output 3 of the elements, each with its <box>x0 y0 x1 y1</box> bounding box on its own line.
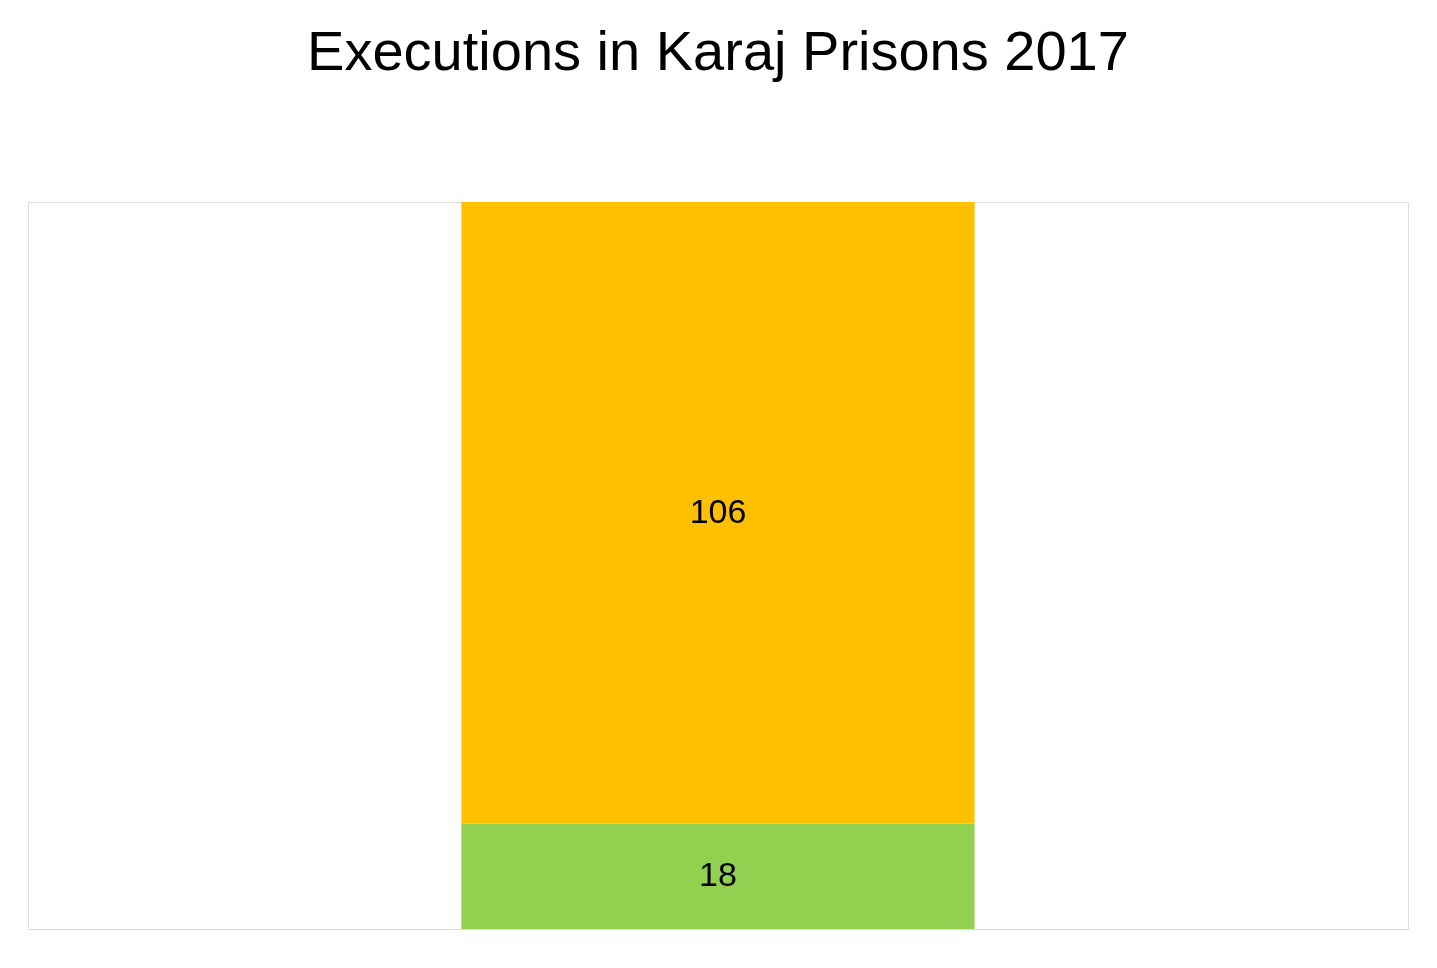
data-label: 18 <box>699 855 737 894</box>
data-label: 106 <box>689 491 747 530</box>
chart-title: Executions in Karaj Prisons 2017 <box>307 19 1129 82</box>
